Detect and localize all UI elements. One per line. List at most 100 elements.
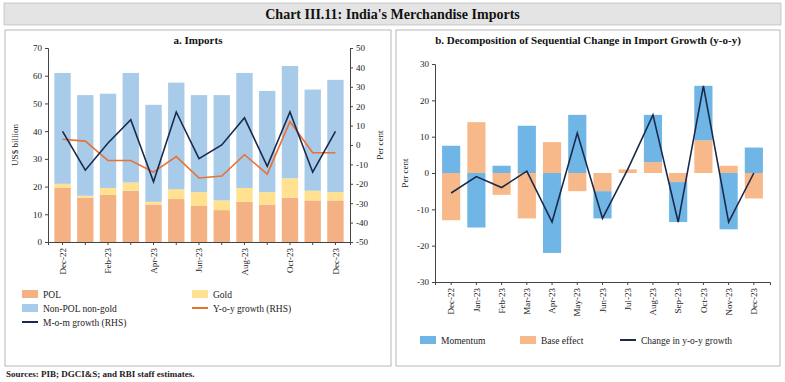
tick: Jul-23 xyxy=(623,282,633,311)
tick-label: Dec-23 xyxy=(331,248,341,275)
tick-label: -20 xyxy=(356,179,368,189)
tick-label: 50 xyxy=(33,99,43,109)
bar xyxy=(442,146,460,173)
tick-mark xyxy=(350,184,353,185)
tick-mark xyxy=(350,87,353,88)
tick xyxy=(267,242,268,245)
bar xyxy=(327,200,343,242)
tick: -10 xyxy=(350,160,368,170)
tick: -20 xyxy=(417,241,435,251)
panel-frame xyxy=(396,30,780,366)
tick-mark xyxy=(728,282,729,285)
tick-mark xyxy=(350,106,353,107)
tick-mark xyxy=(153,242,154,245)
bar xyxy=(259,192,275,204)
tick-label: -50 xyxy=(356,237,368,247)
tick: Sep-23 xyxy=(673,282,683,314)
tick-label: Sep-23 xyxy=(673,288,683,314)
legend-swatch xyxy=(420,336,436,344)
tick-mark xyxy=(602,282,603,285)
bar xyxy=(442,173,460,220)
tick-label: Dec-22 xyxy=(58,248,68,275)
bar xyxy=(123,73,139,182)
axis-line xyxy=(351,49,354,243)
bar xyxy=(168,189,184,199)
tick-mark xyxy=(432,173,435,174)
bar xyxy=(694,140,712,173)
tick-mark xyxy=(221,242,222,245)
tick: 40 xyxy=(350,63,366,73)
tick-label: -40 xyxy=(356,218,368,228)
legend-swatch xyxy=(22,304,38,312)
tick-label: -10 xyxy=(356,160,368,170)
tick: -20 xyxy=(350,179,368,189)
tick: 20 xyxy=(350,102,366,112)
bar xyxy=(145,202,161,205)
tick-mark xyxy=(350,164,353,165)
tick: 50 xyxy=(350,43,366,53)
tick-mark xyxy=(176,242,177,245)
bar xyxy=(145,205,161,242)
tick: 0 xyxy=(350,140,361,150)
tick: 20 xyxy=(33,182,48,192)
legend-label: POL xyxy=(43,290,61,300)
tick-label: Apr-23 xyxy=(547,288,557,314)
tick-label: Jun-23 xyxy=(598,288,608,313)
tick-label: Oct-23 xyxy=(285,248,295,273)
tick: 10 xyxy=(350,121,366,131)
tick: Feb-23 xyxy=(103,242,113,274)
legend-swatch xyxy=(22,321,38,323)
tick-mark xyxy=(432,282,435,283)
tick-label: 40 xyxy=(356,63,366,73)
bar xyxy=(518,173,536,218)
tick-label: -30 xyxy=(417,277,429,287)
tick: Jun-23 xyxy=(194,242,204,273)
bar-series xyxy=(54,66,343,202)
bar xyxy=(493,166,511,173)
bar xyxy=(259,205,275,242)
bar-series xyxy=(54,188,343,242)
bar xyxy=(77,196,93,198)
bar xyxy=(214,200,230,210)
axis: Dec-22Feb-23Apr-23Jun-23Aug-23Oct-23Dec-… xyxy=(49,242,351,276)
tick-mark xyxy=(335,242,336,245)
legend-label: Momentum xyxy=(441,336,486,346)
tick: -40 xyxy=(350,218,368,228)
legend-item: Change in y-o-y growth xyxy=(620,336,732,346)
bar xyxy=(282,198,298,242)
panel: a. Imports010203040506070-50-40-30-20-10… xyxy=(5,30,391,366)
legend-item: Non-POL non-gold xyxy=(22,304,117,314)
tick: 70 xyxy=(33,43,48,53)
tick-mark xyxy=(350,203,353,204)
axis-line xyxy=(49,243,351,246)
tick-mark xyxy=(627,282,628,285)
legend: POL Gold Non-POL non-gold Y-o-y growth (RHS… xyxy=(22,290,291,329)
legend-label: Y-o-y growth (RHS) xyxy=(213,304,291,315)
tick-mark xyxy=(45,242,48,243)
bar xyxy=(745,148,763,173)
source-note: Sources: PIB; DGCI&S; and RBI staff esti… xyxy=(6,369,195,379)
legend-item: Y-o-y growth (RHS) xyxy=(192,304,291,315)
tick-label: May-23 xyxy=(572,288,582,317)
tick-mark xyxy=(703,282,704,285)
tick-mark xyxy=(312,242,313,245)
legend-item: Momentum xyxy=(420,336,486,346)
tick-mark xyxy=(45,131,48,132)
legend-swatch xyxy=(520,336,536,344)
chart-root: Chart III.11: India's Merchandise Import… xyxy=(0,0,785,382)
tick xyxy=(130,242,131,245)
bar xyxy=(236,202,252,242)
legend-label: Gold xyxy=(213,290,232,300)
tick-mark xyxy=(45,103,48,104)
tick-label: Nov-23 xyxy=(724,288,734,316)
legend-item: POL xyxy=(22,290,61,300)
tick-mark xyxy=(350,223,353,224)
tick: Apr-23 xyxy=(149,242,159,274)
tick-mark xyxy=(62,242,63,245)
legend-swatch xyxy=(192,307,208,309)
bar xyxy=(191,192,207,206)
tick-label: Jul-23 xyxy=(623,288,633,311)
tick-mark xyxy=(244,242,245,245)
axis-line xyxy=(432,65,436,283)
panel: b. Decomposition of Sequential Change in… xyxy=(396,30,780,366)
